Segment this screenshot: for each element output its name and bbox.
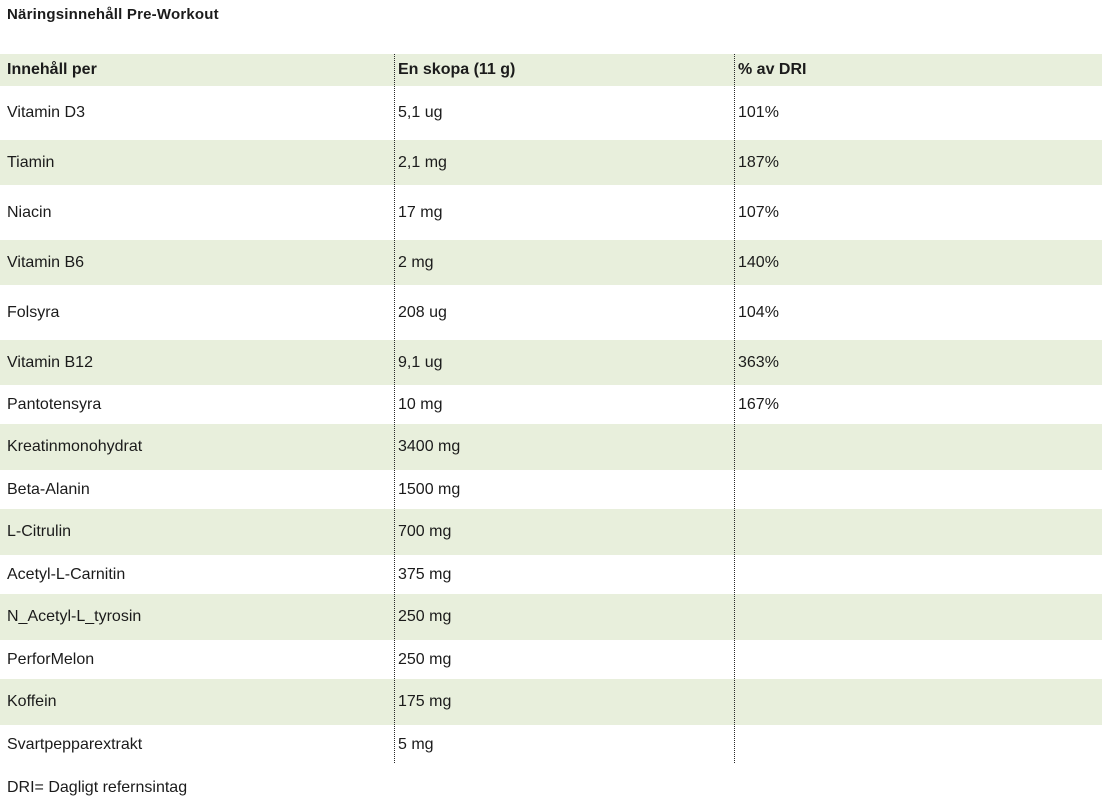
amount-per-scoop: 9,1 ug [398,353,443,371]
table-row: Vitamin B6 2 mg 140% [0,240,1102,285]
ingredient-name: Pantotensyra [7,395,102,413]
dri-percent: 104% [738,303,779,321]
dri-percent [734,470,1102,509]
dri-percent [734,424,1102,470]
amount-per-scoop: 5,1 ug [398,104,443,121]
amount-per-scoop: 17 mg [398,203,443,221]
amount-per-scoop: 250 mg [398,608,452,625]
dri-percent [734,555,1102,594]
dri-percent: 101% [738,104,779,121]
footnote: DRI= Dagligt refernsintag [7,779,188,796]
ingredient-name: Vitamin B12 [7,353,93,371]
table-body: Vitamin D3 5,1 ug 101% Tiamin 2,1 mg 187% Niac… [0,86,1102,764]
ingredient-name: Niacin [7,203,52,221]
amount-per-scoop: 3400 mg [398,438,461,455]
ingredient-name: Acetyl-L-Carnitin [7,565,126,583]
amount-per-scoop: 700 mg [398,523,452,540]
table-row: Svartpepparextrakt 5 mg [0,725,1102,764]
dri-percent [734,509,1102,555]
table-row: Pantotensyra 10 mg 167% [0,385,1102,424]
ingredient-name: Tiamin [7,153,55,171]
ingredient-name: Folsyra [7,303,60,321]
column-header-en-skopa: En skopa (11 g) [398,61,516,78]
column-header-dri: % av DRI [738,61,807,78]
ingredient-name: PerforMelon [7,650,95,668]
nutrition-table: Innehåll per En skopa (11 g) % av DRI Vi… [0,54,1102,764]
amount-per-scoop: 10 mg [398,395,443,413]
ingredient-name: Vitamin D3 [7,104,85,121]
ingredient-name: Svartpepparextrakt [7,735,143,753]
table-row: Folsyra 208 ug 104% [0,285,1102,340]
table-header-row: Innehåll per En skopa (11 g) % av DRI [0,54,1102,86]
ingredient-name: Kreatinmonohydrat [7,438,143,455]
table-row: Vitamin D3 5,1 ug 101% [0,86,1102,140]
amount-per-scoop: 375 mg [398,565,452,583]
dri-percent [734,594,1102,640]
table-row: N_Acetyl-L_tyrosin 250 mg [0,594,1102,640]
ingredient-name: Vitamin B6 [7,253,85,271]
amount-per-scoop: 2 mg [398,253,434,271]
column-header-innehall-per: Innehåll per [7,61,97,78]
amount-per-scoop: 250 mg [398,650,452,668]
table-row: Vitamin B12 9,1 ug 363% [0,340,1102,385]
ingredient-name: L-Citrulin [7,523,72,540]
table-row: Beta-Alanin 1500 mg [0,470,1102,509]
dri-percent: 187% [738,153,779,171]
table-row: Kreatinmonohydrat 3400 mg [0,424,1102,470]
dri-percent: 167% [738,395,779,413]
ingredient-name: Koffein [7,693,57,710]
dri-percent [734,725,1102,764]
ingredient-name: Beta-Alanin [7,480,90,498]
table-row: L-Citrulin 700 mg [0,509,1102,555]
amount-per-scoop: 208 ug [398,303,447,321]
amount-per-scoop: 2,1 mg [398,153,447,171]
table-row: Tiamin 2,1 mg 187% [0,140,1102,185]
dri-percent: 363% [738,353,779,371]
table-row: Niacin 17 mg 107% [0,185,1102,240]
column-divider-1 [394,54,395,764]
table-row: Acetyl-L-Carnitin 375 mg [0,555,1102,594]
amount-per-scoop: 1500 mg [398,480,461,498]
table-row: PerforMelon 250 mg [0,640,1102,679]
table-row: Koffein 175 mg [0,679,1102,725]
dri-percent [734,679,1102,725]
dri-percent [734,640,1102,679]
ingredient-name: N_Acetyl-L_tyrosin [7,608,142,625]
dri-percent: 140% [738,253,779,271]
amount-per-scoop: 5 mg [398,735,434,753]
page-title: Näringsinnehåll Pre-Workout [7,6,219,23]
dri-percent: 107% [738,203,779,221]
column-divider-2 [734,54,735,764]
amount-per-scoop: 175 mg [398,693,452,710]
